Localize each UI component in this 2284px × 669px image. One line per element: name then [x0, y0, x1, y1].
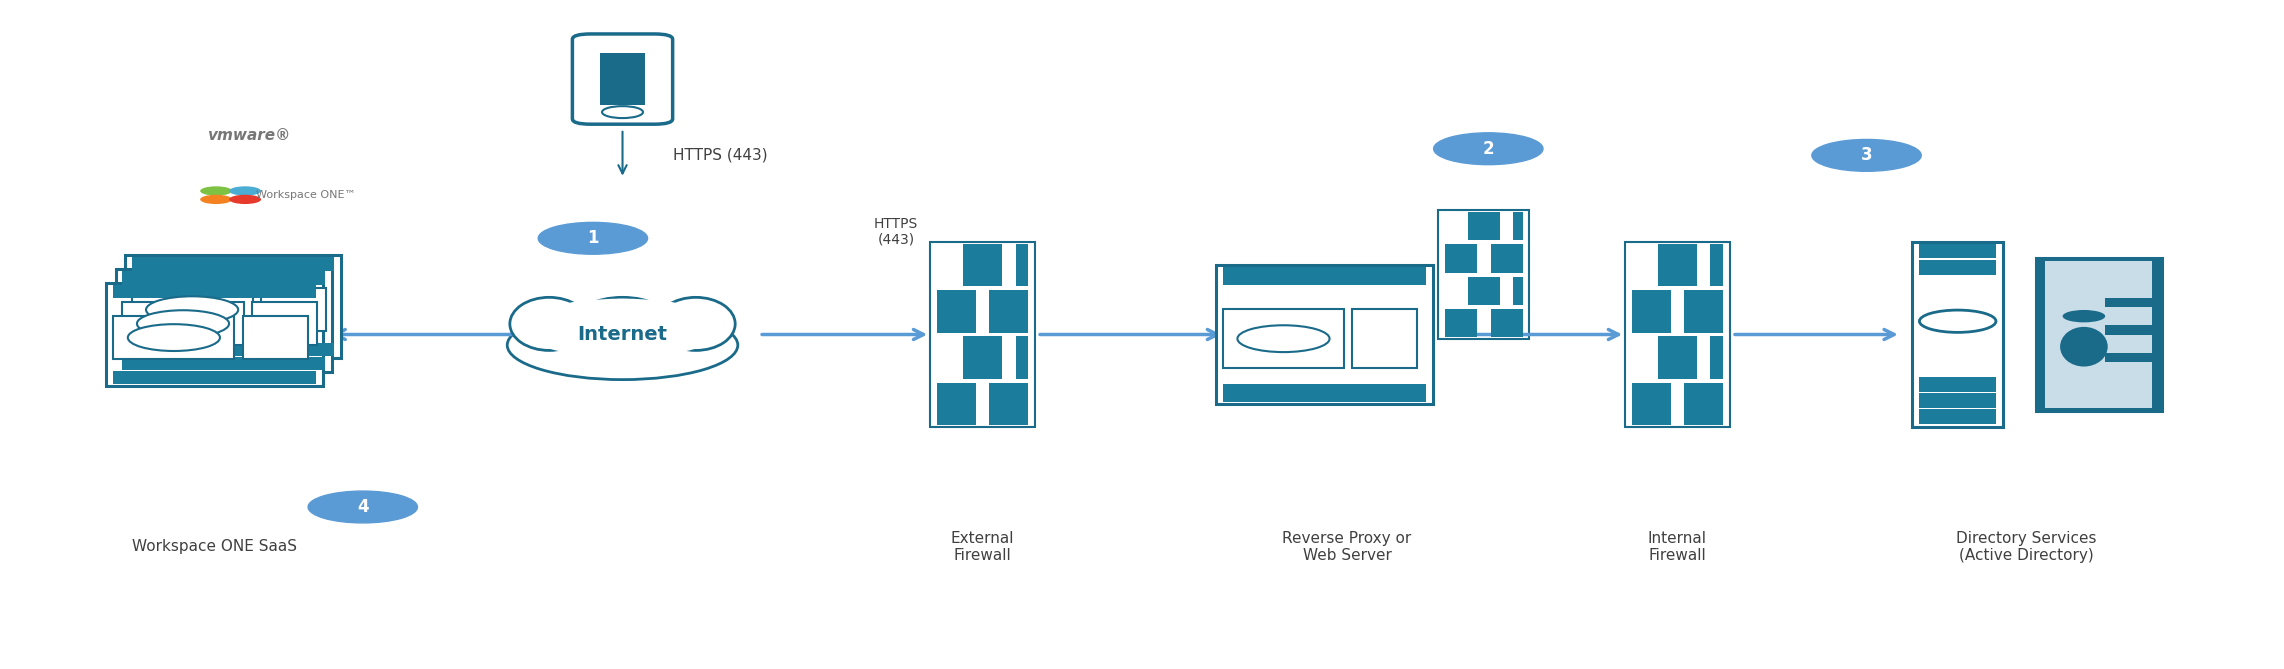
FancyBboxPatch shape	[1016, 337, 1028, 379]
FancyBboxPatch shape	[573, 34, 674, 124]
Circle shape	[1434, 133, 1544, 165]
FancyBboxPatch shape	[1215, 265, 1432, 404]
Text: Workspace ONE SaaS: Workspace ONE SaaS	[132, 539, 297, 555]
Text: Internal
Firewall: Internal Firewall	[1649, 531, 1706, 563]
Circle shape	[1238, 325, 1329, 352]
FancyBboxPatch shape	[2046, 261, 2152, 408]
FancyBboxPatch shape	[1446, 244, 1478, 273]
Circle shape	[1919, 310, 1996, 332]
Circle shape	[137, 310, 228, 337]
FancyBboxPatch shape	[116, 269, 331, 372]
FancyBboxPatch shape	[251, 302, 317, 345]
FancyBboxPatch shape	[132, 257, 333, 270]
FancyBboxPatch shape	[1631, 290, 1670, 332]
FancyBboxPatch shape	[1683, 290, 1722, 332]
FancyBboxPatch shape	[1446, 309, 1478, 337]
FancyBboxPatch shape	[936, 290, 975, 332]
Text: Directory Services
(Active Directory): Directory Services (Active Directory)	[1955, 531, 2097, 563]
FancyBboxPatch shape	[1514, 277, 1523, 305]
FancyBboxPatch shape	[1658, 337, 1697, 379]
FancyBboxPatch shape	[132, 288, 254, 331]
Circle shape	[1811, 139, 1921, 171]
Circle shape	[2062, 310, 2106, 322]
Text: HTTPS (443): HTTPS (443)	[674, 148, 767, 163]
Circle shape	[146, 296, 238, 323]
FancyBboxPatch shape	[132, 343, 333, 356]
FancyBboxPatch shape	[2106, 353, 2154, 362]
Text: 1: 1	[587, 229, 598, 248]
Text: External
Firewall: External Firewall	[950, 531, 1014, 563]
Ellipse shape	[2060, 327, 2108, 367]
FancyBboxPatch shape	[242, 316, 308, 359]
FancyBboxPatch shape	[1439, 210, 1530, 339]
FancyBboxPatch shape	[114, 316, 235, 359]
Circle shape	[201, 186, 233, 195]
Circle shape	[228, 186, 260, 195]
Circle shape	[128, 324, 219, 351]
Circle shape	[308, 491, 418, 523]
FancyBboxPatch shape	[123, 357, 324, 370]
FancyBboxPatch shape	[1919, 244, 1996, 258]
FancyBboxPatch shape	[1711, 244, 1722, 286]
FancyBboxPatch shape	[1469, 277, 1501, 305]
FancyBboxPatch shape	[114, 285, 315, 298]
FancyBboxPatch shape	[1919, 260, 1996, 276]
FancyBboxPatch shape	[930, 242, 1035, 427]
FancyBboxPatch shape	[1491, 309, 1523, 337]
Text: HTTPS
(443): HTTPS (443)	[875, 217, 918, 247]
FancyBboxPatch shape	[964, 337, 1003, 379]
FancyBboxPatch shape	[2106, 298, 2154, 307]
Text: Reverse Proxy or
Web Server: Reverse Proxy or Web Server	[1281, 531, 1412, 563]
FancyBboxPatch shape	[1222, 267, 1425, 285]
FancyBboxPatch shape	[1514, 212, 1523, 240]
FancyBboxPatch shape	[1624, 242, 1729, 427]
FancyBboxPatch shape	[1912, 242, 2003, 427]
FancyBboxPatch shape	[123, 302, 244, 345]
FancyBboxPatch shape	[126, 255, 340, 358]
FancyBboxPatch shape	[1683, 383, 1722, 425]
Text: 4: 4	[356, 498, 368, 516]
Text: Workspace ONE™: Workspace ONE™	[256, 190, 356, 200]
FancyBboxPatch shape	[989, 290, 1028, 332]
FancyBboxPatch shape	[1711, 337, 1722, 379]
Ellipse shape	[509, 297, 589, 351]
FancyBboxPatch shape	[1222, 384, 1425, 402]
FancyBboxPatch shape	[989, 383, 1028, 425]
Circle shape	[539, 222, 649, 254]
Circle shape	[201, 195, 233, 204]
FancyBboxPatch shape	[936, 383, 975, 425]
FancyBboxPatch shape	[964, 244, 1003, 286]
FancyBboxPatch shape	[601, 53, 646, 105]
FancyBboxPatch shape	[2106, 325, 2154, 334]
FancyBboxPatch shape	[1919, 393, 1996, 408]
Ellipse shape	[573, 297, 671, 351]
FancyBboxPatch shape	[260, 288, 327, 331]
FancyBboxPatch shape	[1631, 383, 1670, 425]
FancyBboxPatch shape	[107, 283, 322, 386]
FancyBboxPatch shape	[1222, 310, 1343, 368]
FancyBboxPatch shape	[1658, 244, 1697, 286]
Ellipse shape	[518, 298, 726, 357]
FancyBboxPatch shape	[1016, 244, 1028, 286]
Text: 3: 3	[1861, 147, 1873, 165]
Circle shape	[228, 195, 260, 204]
Ellipse shape	[507, 310, 738, 379]
FancyBboxPatch shape	[1352, 310, 1418, 368]
Circle shape	[603, 106, 644, 118]
FancyBboxPatch shape	[114, 371, 315, 384]
Text: Internet: Internet	[578, 325, 667, 344]
FancyBboxPatch shape	[123, 271, 324, 284]
FancyBboxPatch shape	[1491, 244, 1523, 273]
Ellipse shape	[656, 297, 735, 351]
FancyBboxPatch shape	[1469, 212, 1501, 240]
FancyBboxPatch shape	[1919, 377, 1996, 391]
Text: vmware®: vmware®	[208, 128, 290, 143]
FancyBboxPatch shape	[2037, 258, 2161, 411]
Text: 2: 2	[1482, 140, 1494, 158]
FancyBboxPatch shape	[1919, 409, 1996, 424]
